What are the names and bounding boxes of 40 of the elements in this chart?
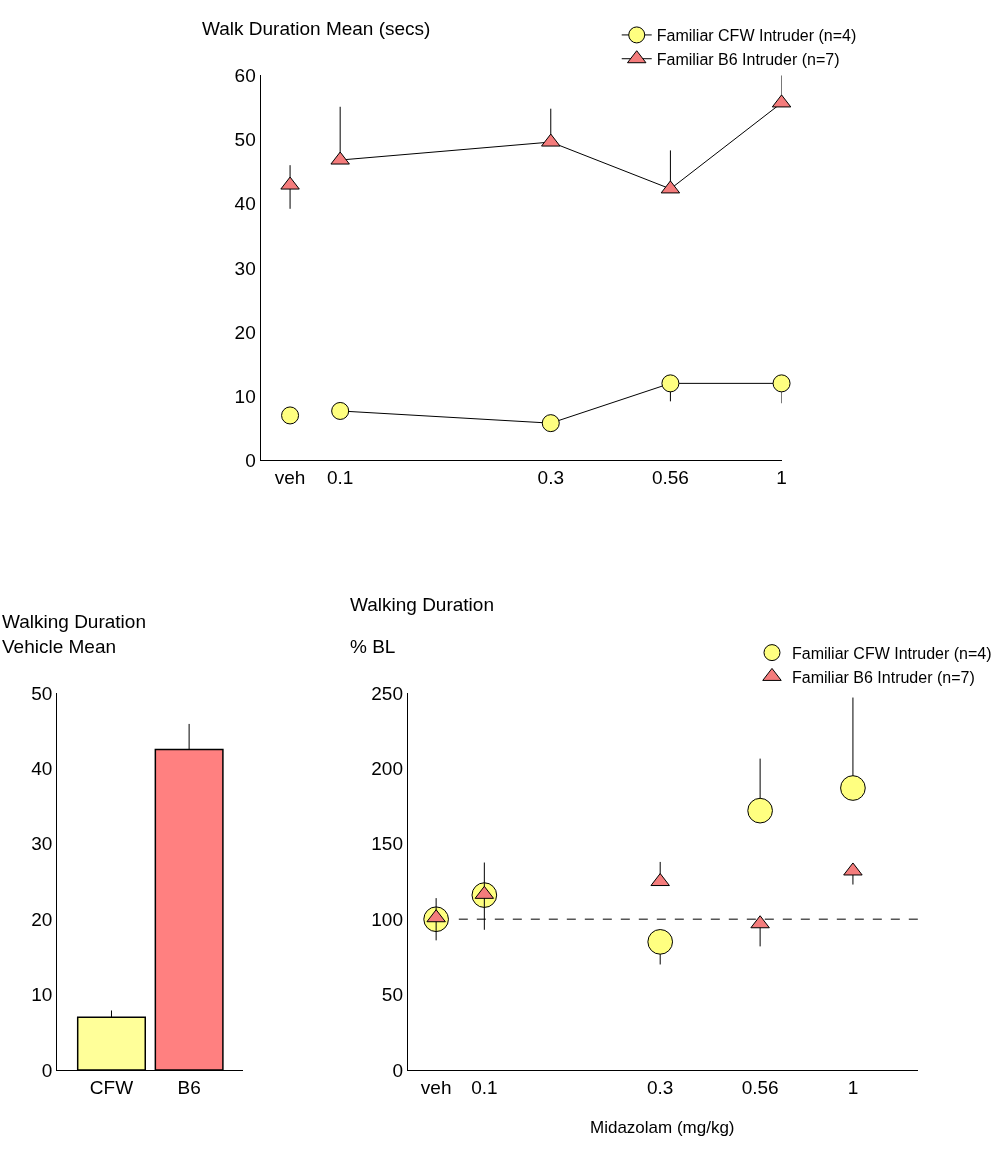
y-axis-title: Walk Duration Mean (secs): [202, 18, 431, 39]
y-tick-label: 250: [371, 682, 404, 704]
x-tick-label: 0.1: [326, 467, 354, 489]
y-tick-label: 50: [31, 682, 53, 704]
y-tick-label: 20: [234, 321, 256, 343]
y-tick-label: 0: [41, 1059, 53, 1081]
x-tick-label: 0.56: [741, 1076, 779, 1098]
y-tick-label: 40: [234, 193, 256, 215]
y-axis-title: % BL: [350, 636, 396, 657]
legend-label: Familiar B6 Intruder (n=7): [791, 668, 975, 686]
x-tick-label: veh: [420, 1076, 452, 1098]
y-tick-label: 40: [31, 758, 53, 780]
x-tick-label: 0.3: [646, 1076, 674, 1098]
y-tick-label: 50: [381, 984, 404, 1006]
y-tick-label: 150: [371, 833, 404, 855]
x-tick-label: CFW: [89, 1076, 134, 1098]
x-tick-label: 0.56: [651, 467, 689, 489]
x-axis-title: Midazolam (mg/kg): [590, 1118, 735, 1137]
y-tick-label: 50: [234, 129, 256, 151]
x-tick-label: B6: [177, 1076, 201, 1098]
x-tick-label: 1: [847, 1076, 859, 1098]
y-tick-label: 60: [234, 64, 256, 86]
x-tick-label: veh: [274, 467, 306, 489]
y-tick-label: 10: [234, 385, 256, 407]
y-tick-label: 20: [31, 908, 53, 930]
y-tick-label: 30: [31, 833, 53, 855]
y-tick-label: 200: [371, 758, 404, 780]
y-tick-label: 30: [234, 257, 256, 279]
legend-label: Familiar CFW Intruder (n=4): [791, 644, 992, 662]
x-tick-label: 0.1: [471, 1076, 498, 1098]
chart-title: Walking Duration: [350, 594, 494, 615]
y-tick-label: 0: [245, 450, 256, 472]
chart-title: Walking Duration Vehicle Mean: [2, 611, 146, 657]
legend-label: Familiar B6 Intruder (n=7): [656, 50, 840, 68]
y-tick-label: 0: [392, 1059, 404, 1081]
y-tick-label: 100: [371, 908, 404, 930]
y-tick-label: 10: [31, 984, 53, 1006]
x-tick-label: 0.3: [537, 467, 564, 489]
legend-label: Familiar CFW Intruder (n=4): [656, 27, 857, 45]
x-tick-label: 1: [776, 467, 787, 489]
